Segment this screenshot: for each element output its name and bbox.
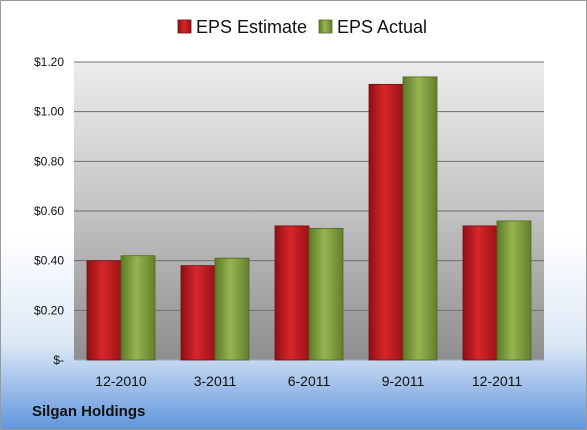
legend-label: EPS Estimate	[196, 17, 307, 37]
x-tick-label: 6-2011	[288, 373, 331, 389]
x-axis-tick-labels: 12-2010 3-2011 6-2011 9-2011 12-2011	[95, 373, 522, 389]
y-tick-label: $0.80	[34, 154, 64, 168]
y-tick-label: $0.20	[34, 303, 64, 317]
legend-swatch-actual	[318, 19, 333, 34]
bar-actual	[496, 220, 532, 361]
bar-estimate	[180, 265, 216, 361]
bar-estimate	[274, 225, 310, 361]
x-tick-label: 12-2010	[95, 373, 147, 389]
x-tick-label: 12-2011	[472, 373, 523, 389]
company-name: Silgan Holdings	[32, 403, 145, 420]
bar-estimate	[86, 260, 122, 361]
bar-actual	[308, 227, 344, 361]
bar-actual	[120, 255, 156, 361]
y-axis-tick-labels: $- $0.20 $0.40 $0.60 $0.80 $1.00 $1.20	[34, 55, 64, 367]
bar-actual	[402, 76, 438, 361]
legend: EPS Estimate EPS Actual	[177, 17, 427, 37]
bars	[86, 76, 532, 361]
x-tick-label: 3-2011	[194, 373, 237, 389]
y-tick-label: $1.20	[34, 55, 64, 69]
y-tick-label: $1.00	[34, 105, 64, 119]
legend-swatch-estimate	[177, 19, 192, 34]
bar-estimate	[462, 225, 498, 361]
y-tick-label: $-	[53, 353, 64, 367]
x-tick-label: 9-2011	[382, 373, 425, 389]
y-tick-label: $0.40	[34, 254, 64, 268]
bar-actual	[214, 257, 250, 361]
legend-label: EPS Actual	[337, 17, 427, 37]
y-tick-label: $0.60	[34, 204, 64, 218]
bar-estimate	[368, 83, 404, 361]
